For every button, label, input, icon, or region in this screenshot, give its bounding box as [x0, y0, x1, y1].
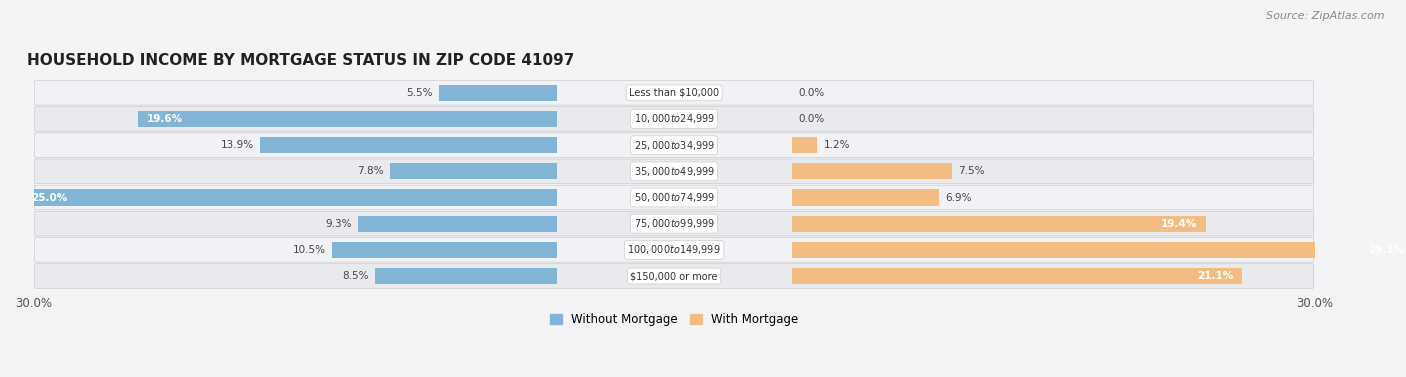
Bar — [375, 268, 557, 284]
Text: 13.9%: 13.9% — [221, 140, 253, 150]
Text: 29.1%: 29.1% — [1368, 245, 1405, 255]
Bar — [439, 85, 557, 101]
Text: $150,000 or more: $150,000 or more — [630, 271, 718, 281]
Text: $75,000 to $99,999: $75,000 to $99,999 — [634, 217, 714, 230]
FancyBboxPatch shape — [35, 238, 1313, 262]
Bar — [792, 189, 939, 205]
Text: 10.5%: 10.5% — [292, 245, 326, 255]
Text: Less than $10,000: Less than $10,000 — [628, 88, 720, 98]
Text: 5.5%: 5.5% — [406, 88, 433, 98]
Text: 1.2%: 1.2% — [824, 140, 851, 150]
FancyBboxPatch shape — [35, 81, 1313, 105]
FancyBboxPatch shape — [35, 133, 1313, 158]
Text: 7.5%: 7.5% — [957, 166, 984, 176]
Text: 21.1%: 21.1% — [1198, 271, 1233, 281]
Text: 0.0%: 0.0% — [799, 88, 824, 98]
FancyBboxPatch shape — [35, 264, 1313, 288]
Text: $50,000 to $74,999: $50,000 to $74,999 — [634, 191, 714, 204]
FancyBboxPatch shape — [35, 107, 1313, 131]
Bar — [792, 216, 1206, 232]
FancyBboxPatch shape — [35, 185, 1313, 210]
Bar — [389, 163, 557, 179]
Bar — [359, 216, 557, 232]
Bar — [332, 242, 557, 258]
Text: HOUSEHOLD INCOME BY MORTGAGE STATUS IN ZIP CODE 41097: HOUSEHOLD INCOME BY MORTGAGE STATUS IN Z… — [27, 53, 575, 68]
Text: $10,000 to $24,999: $10,000 to $24,999 — [634, 112, 714, 126]
Bar — [792, 137, 817, 153]
Bar — [138, 111, 557, 127]
Text: 7.8%: 7.8% — [357, 166, 384, 176]
Text: 6.9%: 6.9% — [945, 193, 972, 202]
Text: 0.0%: 0.0% — [799, 114, 824, 124]
Text: 9.3%: 9.3% — [325, 219, 352, 229]
FancyBboxPatch shape — [35, 211, 1313, 236]
Text: $25,000 to $34,999: $25,000 to $34,999 — [634, 139, 714, 152]
Bar — [792, 268, 1241, 284]
Text: 8.5%: 8.5% — [342, 271, 368, 281]
FancyBboxPatch shape — [35, 159, 1313, 184]
Bar — [260, 137, 557, 153]
Text: 19.6%: 19.6% — [146, 114, 183, 124]
Bar — [792, 242, 1406, 258]
Legend: Without Mortgage, With Mortgage: Without Mortgage, With Mortgage — [550, 313, 799, 326]
Text: 19.4%: 19.4% — [1161, 219, 1198, 229]
Bar — [792, 163, 952, 179]
Bar — [22, 189, 557, 205]
Text: 25.0%: 25.0% — [31, 193, 67, 202]
Text: Source: ZipAtlas.com: Source: ZipAtlas.com — [1267, 11, 1385, 21]
Text: $100,000 to $149,999: $100,000 to $149,999 — [627, 243, 721, 256]
Text: $35,000 to $49,999: $35,000 to $49,999 — [634, 165, 714, 178]
